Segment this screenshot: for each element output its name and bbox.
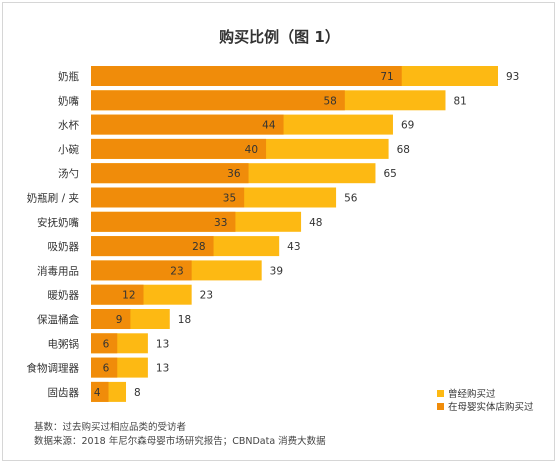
bar-store-purchased xyxy=(91,284,144,305)
value-label-store: 40 xyxy=(245,144,258,156)
bar-store-purchased xyxy=(91,236,214,257)
category-label: 水杯 xyxy=(58,119,79,132)
value-label-store: 9 xyxy=(116,314,123,326)
legend-label: 曾经购买过 xyxy=(448,388,496,400)
bar-store-purchased xyxy=(91,357,118,378)
bar-store-purchased xyxy=(91,309,131,329)
value-label-ever: 93 xyxy=(506,71,519,83)
value-label-store: 33 xyxy=(214,217,227,229)
category-label: 奶嘴 xyxy=(58,95,79,107)
value-label-ever: 23 xyxy=(200,290,213,302)
value-label-ever: 65 xyxy=(383,168,396,180)
bar-store-purchased xyxy=(91,138,267,159)
value-label-store: 44 xyxy=(262,120,276,132)
value-label-store: 28 xyxy=(192,241,205,253)
category-label: 电粥锅 xyxy=(48,337,80,350)
category-label: 固齿器 xyxy=(48,387,80,399)
value-label-ever: 18 xyxy=(178,314,191,326)
category-label: 小碗 xyxy=(58,143,79,156)
footnote-base: 基数：过去购买过相应品类的受访者 xyxy=(34,422,187,433)
value-label-store: 6 xyxy=(103,338,110,350)
bar-store-purchased xyxy=(91,90,345,111)
value-label-ever: 81 xyxy=(453,95,466,107)
value-label-store: 4 xyxy=(94,387,101,399)
value-label-ever: 48 xyxy=(309,217,322,229)
category-label: 奶瓶 xyxy=(58,70,79,83)
value-label-ever: 13 xyxy=(156,363,169,375)
bar-store-purchased xyxy=(91,187,245,208)
category-label: 吸奶器 xyxy=(48,241,80,253)
bar-store-purchased xyxy=(91,211,236,232)
value-label-ever: 39 xyxy=(270,265,283,277)
legend-swatch xyxy=(437,390,444,397)
bar-store-purchased xyxy=(91,163,249,184)
category-label: 奶瓶刷 / 夹 xyxy=(27,192,79,205)
category-label: 食物调理器 xyxy=(27,362,80,375)
bar-store-purchased xyxy=(91,114,284,135)
value-label-store: 58 xyxy=(323,95,336,107)
value-label-ever: 69 xyxy=(401,120,414,132)
value-label-ever: 13 xyxy=(156,338,169,350)
category-label: 消毒用品 xyxy=(37,264,79,277)
value-label-ever: 56 xyxy=(344,193,358,205)
value-label-store: 6 xyxy=(103,363,110,375)
footnote-source: 数据来源：2018 年尼尔森母婴市场研究报告；CBNData 消费大数据 xyxy=(34,436,326,447)
value-label-store: 36 xyxy=(227,168,241,180)
bar-store-purchased xyxy=(91,333,118,354)
value-label-ever: 43 xyxy=(287,241,300,253)
category-label: 安抚奶嘴 xyxy=(37,216,79,229)
bar-store-purchased xyxy=(91,260,192,281)
value-label-store: 35 xyxy=(223,193,236,205)
value-label-store: 71 xyxy=(380,71,393,83)
bar-store-purchased xyxy=(91,381,109,402)
chart-title: 购买比例（图 1） xyxy=(219,28,340,46)
value-label-ever: 68 xyxy=(397,144,410,156)
bar-store-purchased xyxy=(91,66,402,86)
value-label-ever: 8 xyxy=(134,387,141,399)
value-label-store: 12 xyxy=(122,290,135,302)
category-label: 汤勺 xyxy=(58,167,79,180)
legend-swatch xyxy=(437,403,444,410)
category-label: 暖奶器 xyxy=(48,289,80,302)
category-label: 保温桶盒 xyxy=(37,313,79,326)
legend-label: 在母婴实体店购买过 xyxy=(448,401,534,413)
value-label-store: 23 xyxy=(170,265,183,277)
